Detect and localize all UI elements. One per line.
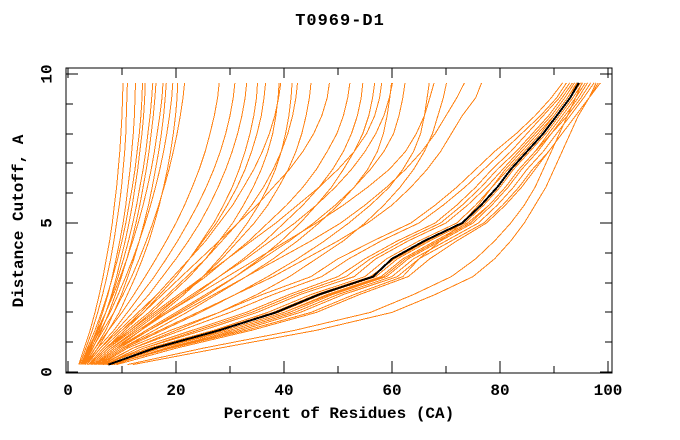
model-curve [78, 82, 124, 365]
model-curve [100, 82, 563, 366]
model-curve [108, 82, 586, 366]
model-curve [127, 82, 583, 366]
model-curve [91, 82, 435, 365]
model-curve [90, 82, 280, 365]
model-curve [103, 82, 573, 366]
model-curve [94, 82, 406, 365]
model-curve [116, 82, 601, 366]
model-curve [84, 82, 236, 365]
model-curve [89, 82, 383, 365]
model-curve [95, 82, 376, 366]
plot-frame [65, 67, 613, 374]
chart-title: T0969-D1 [295, 12, 385, 31]
model-curve [79, 82, 128, 365]
model-curve [132, 82, 597, 366]
model-curve [104, 82, 571, 366]
model-curve [88, 82, 267, 365]
x-axis-label: Percent of Residues (CA) [223, 405, 455, 423]
model-curve [101, 82, 567, 366]
x-tick-label: 60 [382, 382, 401, 400]
model-curve [102, 82, 447, 366]
model-curve [89, 82, 258, 365]
model-curve [83, 82, 186, 365]
model-curve [111, 82, 579, 366]
model-curve [90, 82, 351, 365]
model-curve [99, 82, 430, 366]
x-tick-label: 100 [594, 382, 623, 400]
model-curve [83, 82, 220, 365]
model-curve [105, 82, 575, 366]
model-curve [83, 82, 146, 365]
model-curve [84, 82, 167, 365]
reference-curve [108, 82, 580, 366]
model-curve [82, 82, 136, 365]
model-curve [80, 82, 143, 365]
model-curve [91, 82, 393, 365]
model-curve [97, 82, 392, 366]
y-tick-label: 5 [39, 218, 57, 228]
model-curve [88, 82, 330, 365]
x-tick-label: 20 [166, 382, 185, 400]
y-tick-label: 0 [39, 367, 57, 377]
model-curve [91, 82, 312, 365]
model-curve [97, 82, 483, 366]
x-tick-label: 0 [63, 382, 73, 400]
y-tick-label: 10 [39, 64, 57, 83]
model-curve [113, 82, 595, 366]
model-curve [86, 82, 282, 365]
model-curve [86, 82, 179, 365]
x-tick-label: 80 [490, 382, 509, 400]
model-curve [102, 82, 578, 366]
model-curve [86, 82, 248, 365]
x-tick-label: 40 [274, 382, 293, 400]
model-curve [83, 82, 157, 365]
model-curve [94, 82, 465, 365]
model-curve [109, 82, 592, 366]
